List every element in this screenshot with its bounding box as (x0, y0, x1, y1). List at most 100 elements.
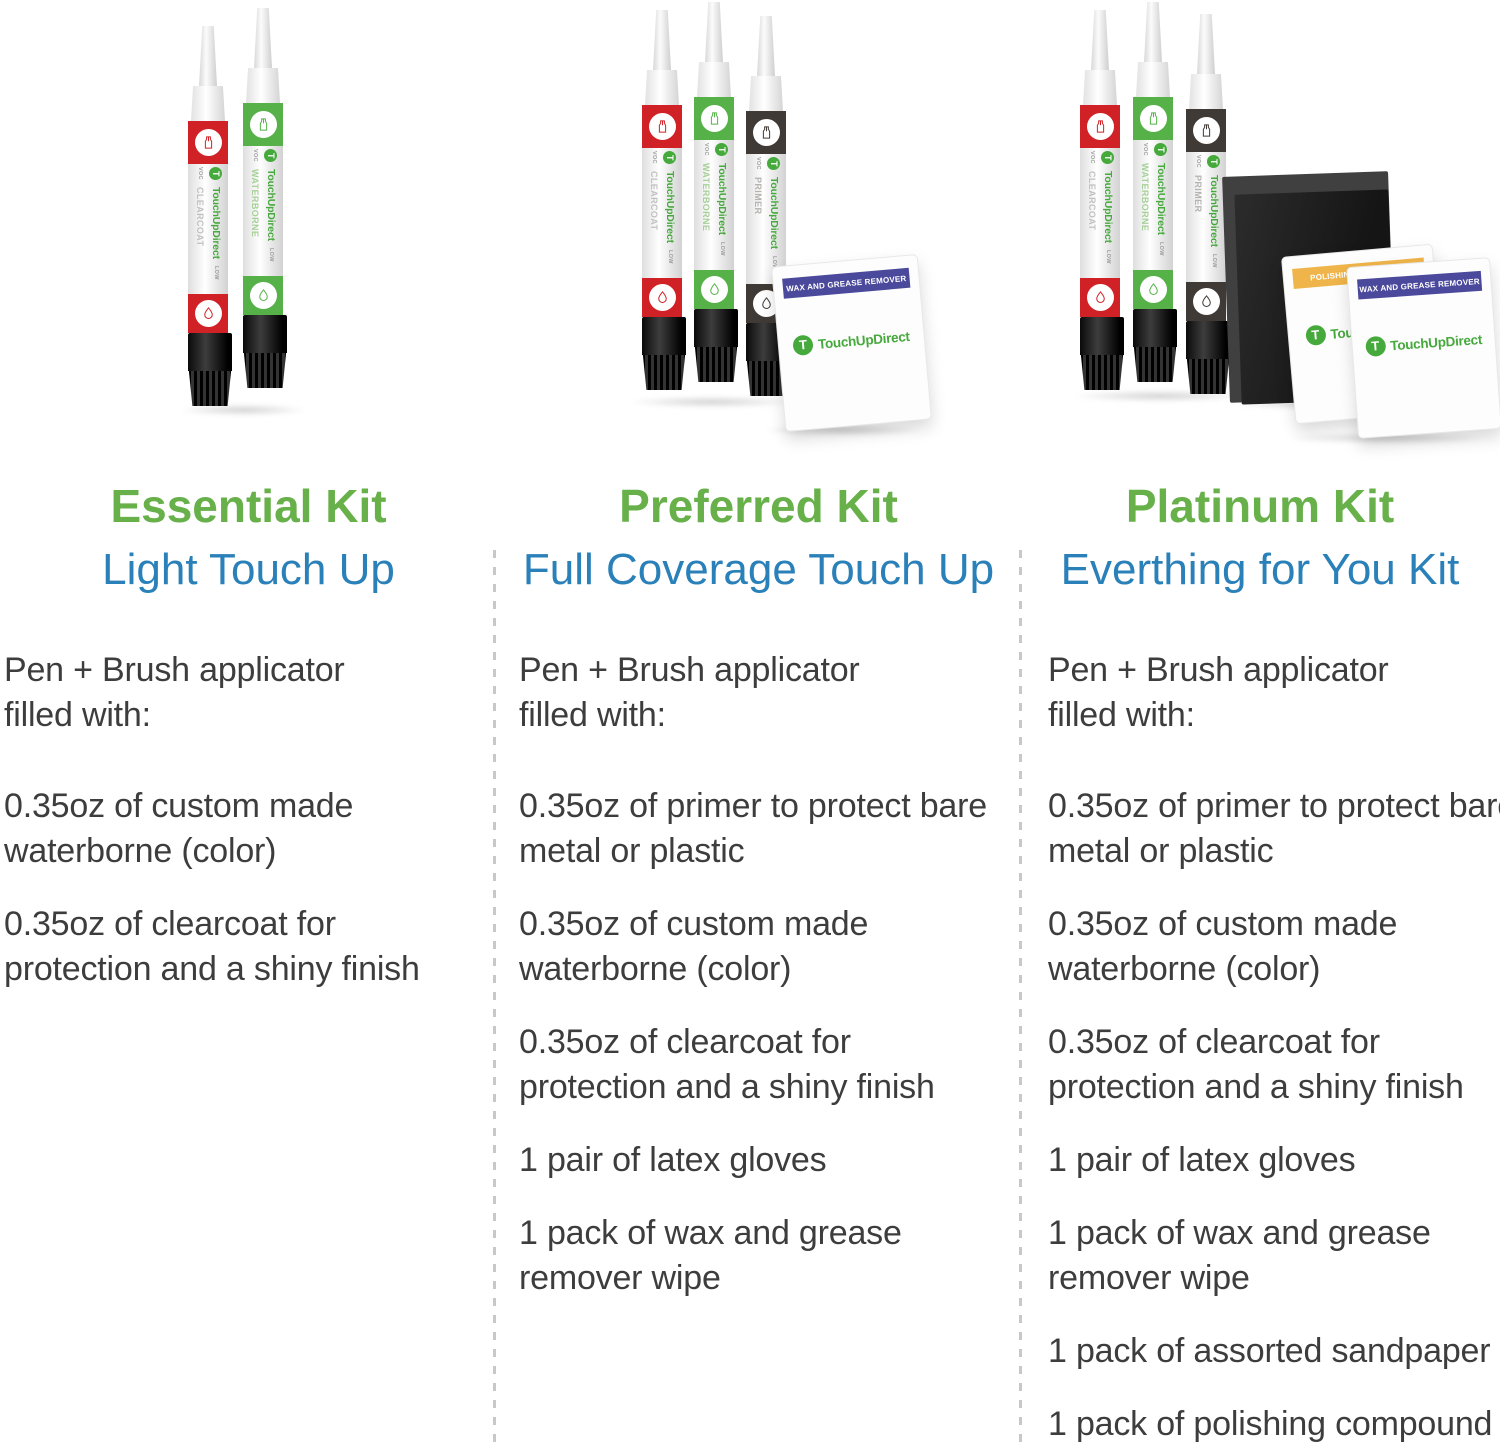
brush-icon (1086, 283, 1114, 311)
brand-logo: T (1364, 335, 1387, 358)
pen-top-badge (1080, 105, 1120, 149)
column-divider (1019, 550, 1022, 1447)
low-voc-label: LOW VOC (1195, 155, 1217, 268)
pen-clearcoat: T TouchUpDirect LOW VOC CLEARCOAT (188, 26, 232, 406)
pen-bottom-badge (694, 269, 734, 309)
pen-type-label: CLEARCOAT (649, 170, 659, 231)
wipe-shadow (1288, 432, 1488, 444)
pen-top-badge (1133, 97, 1173, 141)
pen-body: T TouchUpDirect LOW VOC CLEARCOAT (188, 121, 228, 333)
kit-item: 0.35oz of clearcoat for protection and a… (4, 905, 420, 988)
pen-body: T TouchUpDirect LOW VOC CLEARCOAT (642, 105, 682, 317)
pen-brand-text: T TouchUpDirect LOW VOC CLEARCOAT (1084, 151, 1116, 277)
kit-column-essential: T TouchUpDirect LOW VOC CLEARCOAT (0, 0, 497, 1447)
pen-bottom-badge (188, 293, 228, 333)
platinum-product-photo: T TouchUpDirect LOW VOC CLEARCOAT (1020, 0, 1500, 452)
low-voc-label: LOW VOC (651, 151, 673, 264)
pen-brand-text: T TouchUpDirect LOW VOC WATERBORNE (1137, 143, 1169, 269)
pen-bottom-badge (1186, 281, 1226, 321)
pen-waterborne: T TouchUpDirect LOW VOC WATERBORNE (694, 2, 738, 382)
brand-logo: T (715, 143, 728, 157)
preferred-product-photo: T TouchUpDirect LOW VOC CLEARCOAT (497, 0, 1020, 452)
low-voc-label: LOW VOC (1142, 143, 1164, 256)
pen-cap (1133, 309, 1177, 382)
pen-clearcoat: T TouchUpDirect LOW VOC CLEARCOAT (1080, 10, 1124, 390)
pen-nib-icon (1192, 117, 1220, 145)
pen-brand-text: T TouchUpDirect LOW VOC PRIMER (1190, 155, 1222, 281)
kit-column-platinum: T TouchUpDirect LOW VOC CLEARCOAT (1020, 0, 1500, 1447)
pen-tip (1197, 14, 1215, 74)
brand-name: TouchUpDirect (1389, 331, 1483, 353)
pen-nib-icon (648, 113, 676, 141)
brand-logo: T (1101, 151, 1114, 165)
pen-bottom-badge (1080, 277, 1120, 317)
brand-name: TouchUpDirect (265, 168, 277, 241)
pen-nib-icon (249, 111, 277, 139)
pen-cap (642, 317, 686, 390)
brand-logo: T (1304, 324, 1327, 347)
pen-body: T TouchUpDirect LOW VOC WATERBORNE (694, 97, 734, 309)
kit-subtitle: Full Coverage Touch Up (522, 545, 995, 594)
pen-body: T TouchUpDirect LOW VOC PRIMER (1186, 109, 1226, 321)
kit-item: 0.35oz of custom made waterborne (color) (1048, 905, 1398, 988)
pen-nib-icon (1086, 113, 1114, 141)
wax-grease-wipe-packet: WAX AND GREASE REMOVER T TouchUpDirect (771, 253, 932, 433)
pen-brand-text: T TouchUpDirect LOW VOC CLEARCOAT (192, 167, 224, 293)
kit-item: 0.35oz of clearcoat for protection and a… (1048, 1023, 1464, 1106)
pen-type-label: WATERBORNE (250, 168, 260, 237)
wipe-banner: WAX AND GREASE REMOVER (1357, 270, 1483, 300)
pen-top-badge (746, 111, 786, 155)
pen-cap (694, 309, 738, 382)
pen-neck (645, 70, 679, 105)
pen-top-badge (694, 97, 734, 141)
pen-top-badge (243, 103, 283, 147)
pen-type-label: PRIMER (753, 176, 763, 215)
pen-tip (653, 10, 671, 70)
pen-type-label: CLEARCOAT (1087, 170, 1097, 231)
pen-top-badge (642, 105, 682, 149)
kit-description: Pen + Brush applicator filled with: 0.35… (0, 648, 497, 992)
pen-brand-text: T TouchUpDirect LOW VOC WATERBORNE (247, 149, 279, 275)
pen-cap (1080, 317, 1124, 390)
brand-logo: T (792, 334, 814, 357)
pen-body: T TouchUpDirect LOW VOC CLEARCOAT (1080, 105, 1120, 317)
low-voc-label: LOW VOC (197, 167, 219, 280)
essential-product-photo: T TouchUpDirect LOW VOC CLEARCOAT (0, 0, 497, 452)
brand-name: TouchUpDirect (1155, 162, 1167, 235)
pen-waterborne: T TouchUpDirect LOW VOC WATERBORNE (243, 8, 287, 388)
pen-cap (243, 315, 287, 388)
pen-nib-icon (700, 105, 728, 133)
kit-item: 0.35oz of clearcoat for protection and a… (519, 1023, 935, 1106)
brand-logo: T (663, 151, 676, 165)
pen-shadow (627, 396, 797, 408)
pen-tip (1144, 2, 1162, 62)
low-voc-label: LOW VOC (703, 143, 725, 256)
wax-grease-wipe-packet: WAX AND GREASE REMOVER T TouchUpDirect (1346, 257, 1500, 439)
pen-neck (749, 76, 783, 111)
pen-neck (1083, 70, 1117, 105)
pen-top-badge (188, 121, 228, 165)
pen-tip (254, 8, 272, 68)
pen-tip (1091, 10, 1109, 70)
brand-logo: T (767, 157, 780, 171)
kit-title: Platinum Kit (1125, 480, 1395, 532)
pen-nib-icon (1139, 105, 1167, 133)
low-voc-label: LOW VOC (755, 157, 777, 270)
kit-item: 0.35oz of primer to protect bare metal o… (519, 787, 987, 870)
kit-title: Essential Kit (110, 480, 387, 532)
pen-bottom-badge (642, 277, 682, 317)
brand-logo: T (1154, 143, 1167, 157)
column-divider (493, 550, 496, 1447)
kit-subtitle: Everthing for You Kit (1060, 545, 1460, 594)
kit-column-preferred: T TouchUpDirect LOW VOC CLEARCOAT (497, 0, 1020, 1447)
kit-item: 0.35oz of custom made waterborne (color) (519, 905, 869, 988)
pen-brand-text: T TouchUpDirect LOW VOC CLEARCOAT (646, 151, 678, 277)
brush-icon (249, 281, 277, 309)
pen-neck (697, 62, 731, 97)
brush-icon (1139, 275, 1167, 303)
low-voc-label: LOW VOC (252, 149, 274, 262)
brand-name: TouchUpDirect (768, 176, 780, 249)
pen-type-label: WATERBORNE (1140, 162, 1150, 231)
